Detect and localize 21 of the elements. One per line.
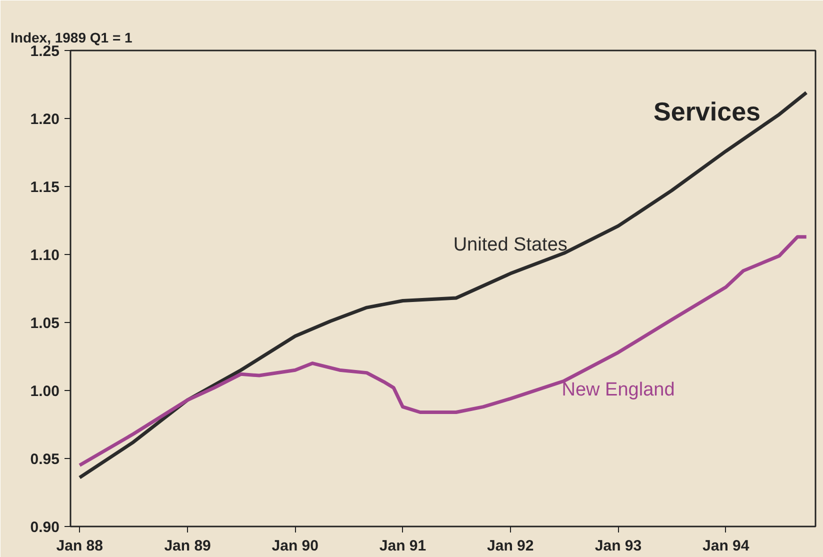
series-label: New England — [562, 379, 675, 400]
y-tick-label: 0.90 — [30, 519, 60, 536]
x-tick-label: Jan 92 — [487, 538, 534, 554]
x-tick-label: Jan 91 — [379, 538, 426, 554]
y-axis-title: Index, 1989 Q1 = 1 — [10, 30, 133, 46]
line-series — [78, 90, 808, 480]
y-tick-label: 0.95 — [30, 451, 60, 468]
series-label: United States — [453, 234, 568, 256]
x-tick-label: Jan 90 — [272, 538, 319, 554]
x-tick-label: Jan 88 — [56, 538, 103, 554]
y-tick-label: 1.20 — [30, 111, 60, 128]
x-tick-label: Jan 93 — [594, 538, 642, 554]
y-tick-label: 1.00 — [30, 383, 60, 400]
y-tick-label: 1.15 — [30, 179, 60, 196]
y-tick-label: 1.05 — [30, 315, 60, 332]
text: Services — [654, 96, 760, 126]
y-tick-label: 1.25 — [30, 43, 60, 60]
x-tick-label: Jan 94 — [702, 538, 750, 554]
y-tick-label: 1.10 — [30, 247, 60, 264]
x-tick-label: Jan 89 — [164, 538, 211, 554]
line-series — [78, 235, 808, 468]
